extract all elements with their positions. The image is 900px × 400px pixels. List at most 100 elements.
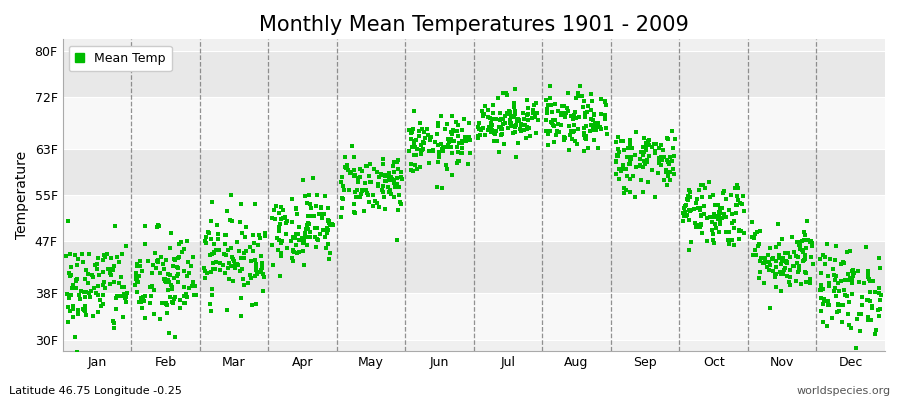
Point: [439, 166, 454, 172]
Point: [684, 238, 698, 245]
Point: [576, 125, 590, 132]
Point: [301, 234, 315, 240]
Point: [560, 105, 574, 112]
Point: [639, 146, 653, 153]
Point: [308, 224, 322, 231]
Point: [719, 195, 733, 202]
Point: [164, 282, 178, 288]
Point: [180, 273, 194, 279]
Point: [220, 306, 234, 313]
Point: [375, 189, 390, 195]
Point: [93, 296, 107, 303]
Point: [758, 256, 772, 262]
Point: [407, 138, 421, 144]
Point: [850, 316, 864, 322]
Point: [138, 292, 152, 299]
Point: [175, 248, 189, 255]
Point: [680, 196, 695, 202]
Point: [852, 278, 867, 285]
Point: [873, 297, 887, 304]
Point: [374, 187, 389, 194]
Point: [665, 145, 680, 151]
Point: [297, 262, 311, 268]
Point: [278, 214, 293, 221]
Point: [159, 256, 174, 263]
Point: [472, 132, 487, 138]
Point: [611, 134, 625, 141]
Point: [206, 250, 220, 256]
Point: [374, 171, 388, 178]
Point: [104, 272, 118, 279]
Point: [508, 124, 522, 130]
Point: [508, 111, 523, 118]
Point: [81, 271, 95, 277]
Point: [273, 220, 287, 227]
Point: [157, 276, 171, 282]
Point: [517, 127, 531, 133]
Point: [351, 178, 365, 185]
Point: [390, 175, 404, 181]
Point: [676, 210, 690, 216]
Point: [557, 135, 572, 141]
Point: [210, 222, 224, 228]
Point: [301, 242, 315, 248]
Point: [586, 124, 600, 130]
Point: [680, 212, 694, 218]
Point: [652, 145, 666, 152]
Point: [382, 186, 397, 193]
Point: [117, 291, 131, 297]
Point: [719, 229, 733, 235]
Point: [130, 263, 144, 270]
Point: [138, 223, 152, 230]
Point: [275, 207, 290, 213]
Point: [279, 220, 293, 226]
Point: [585, 117, 599, 124]
Point: [580, 109, 594, 115]
Point: [419, 126, 434, 132]
Point: [648, 141, 662, 148]
Point: [302, 191, 317, 198]
Point: [679, 213, 693, 219]
Point: [142, 300, 157, 306]
Point: [444, 136, 458, 142]
Point: [130, 279, 145, 285]
Point: [814, 295, 828, 302]
Point: [290, 250, 304, 256]
Point: [364, 179, 378, 186]
Point: [230, 261, 244, 268]
Point: [526, 110, 540, 117]
Point: [712, 209, 726, 216]
Point: [303, 228, 318, 235]
Point: [662, 158, 676, 165]
Point: [622, 176, 636, 182]
Point: [203, 236, 218, 242]
Point: [130, 289, 144, 296]
Point: [446, 138, 460, 145]
Point: [274, 240, 288, 246]
Point: [523, 133, 537, 139]
Point: [310, 237, 325, 243]
Point: [834, 302, 849, 308]
Point: [131, 298, 146, 305]
Point: [634, 177, 648, 184]
Point: [335, 204, 349, 211]
Point: [611, 146, 625, 152]
Point: [204, 308, 219, 314]
Point: [436, 144, 450, 150]
Point: [96, 279, 111, 286]
Point: [690, 222, 705, 228]
Point: [769, 284, 783, 290]
Point: [502, 108, 517, 114]
Point: [816, 252, 831, 258]
Point: [180, 294, 194, 301]
Point: [206, 260, 220, 266]
Point: [481, 127, 495, 134]
Point: [336, 196, 350, 202]
Point: [665, 128, 680, 134]
Point: [275, 238, 290, 244]
Point: [727, 242, 742, 248]
Point: [748, 230, 762, 237]
Point: [384, 174, 399, 180]
Point: [594, 126, 608, 132]
Point: [365, 202, 380, 209]
